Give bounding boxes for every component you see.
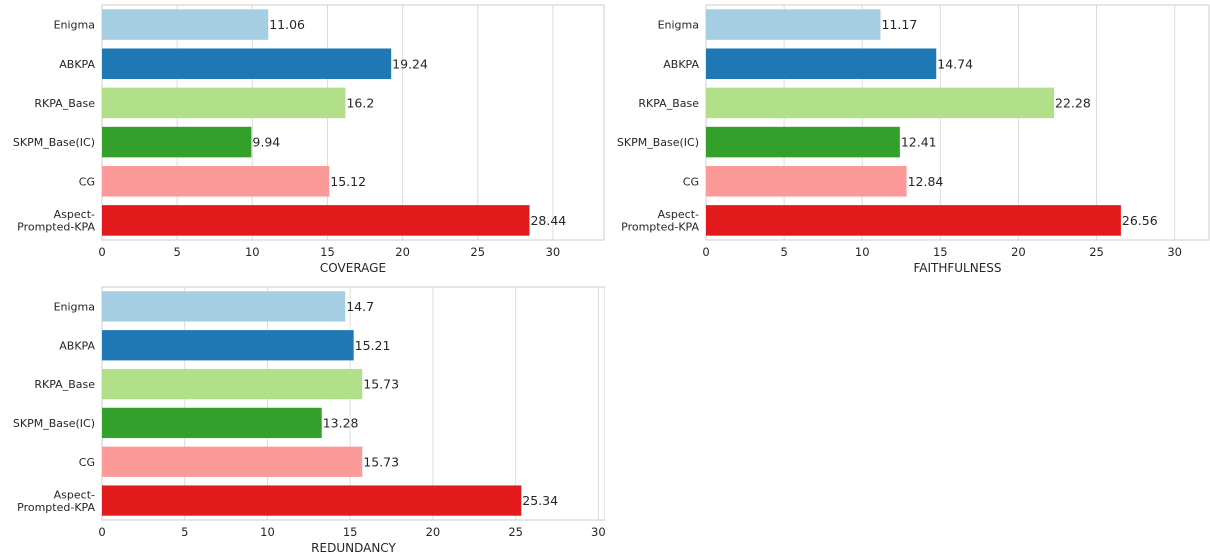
x-tick-label: 10	[855, 245, 870, 259]
category-label: RKPA_Base	[638, 97, 699, 110]
category-label: Aspect-Prompted-KPA	[17, 208, 95, 234]
category-label: ABKPA	[59, 58, 95, 71]
category-label: CG	[79, 456, 95, 469]
bar-value-label: 15.73	[363, 377, 399, 392]
category-label: Enigma	[658, 19, 699, 32]
bar-value-label: 11.17	[881, 17, 917, 32]
plot-frame	[705, 4, 1210, 241]
bar-value-label: 12.84	[908, 174, 944, 189]
category-label: Aspect-Prompted-KPA	[621, 208, 699, 234]
bar-value-label: 13.28	[323, 415, 359, 430]
x-tick-label: 0	[98, 245, 105, 259]
category-label: CG	[79, 175, 95, 188]
x-tick-label: 5	[181, 525, 188, 539]
x-tick-label: 25	[508, 525, 523, 539]
plot-frame	[101, 286, 605, 521]
bar-value-label: 14.74	[937, 56, 973, 71]
faithfulness-chart: 11.17 Enigma 14.74 ABKPA 22.28 RKPA_Base 12.41…	[617, 4, 1210, 275]
bar-value-label: 14.7	[346, 299, 374, 314]
bar-value-label: 22.28	[1055, 95, 1091, 110]
bar	[102, 330, 354, 361]
bar-value-label: 19.24	[392, 56, 428, 71]
bar	[102, 48, 392, 80]
category-label: SKPM_Base(IC)	[13, 136, 95, 149]
x-tick-label: 5	[780, 245, 787, 259]
bar	[706, 87, 1055, 119]
x-tick-label: 15	[320, 245, 335, 259]
bar	[706, 9, 881, 40]
x-tick-label: 25	[470, 245, 485, 259]
bar	[102, 126, 252, 158]
x-axis-label: FAITHFULNESS	[913, 261, 1001, 275]
x-tick-label: 0	[702, 245, 709, 259]
bar	[706, 126, 900, 158]
x-tick-label: 25	[1089, 245, 1104, 259]
bar	[102, 87, 346, 119]
category-label: ABKPA	[59, 339, 95, 352]
x-axis-label: COVERAGE	[320, 261, 386, 275]
bar	[706, 205, 1121, 236]
x-tick-label: 15	[343, 525, 358, 539]
x-axis-label: REDUNDANCY	[311, 541, 396, 555]
bar	[706, 48, 937, 80]
x-tick-label: 20	[426, 525, 441, 539]
bar	[102, 291, 346, 322]
bar-value-label: 12.41	[901, 135, 937, 150]
bar-value-label: 26.56	[1122, 213, 1158, 228]
plot-frame	[101, 4, 605, 241]
x-tick-label: 10	[245, 245, 260, 259]
category-label: CG	[683, 175, 699, 188]
x-tick-label: 30	[546, 245, 561, 259]
bar	[102, 485, 522, 516]
category-label: RKPA_Base	[34, 378, 95, 391]
x-tick-label: 0	[98, 525, 105, 539]
x-tick-label: 5	[173, 245, 180, 259]
bar	[102, 446, 363, 477]
x-tick-label: 30	[591, 525, 605, 539]
x-tick-label: 10	[260, 525, 275, 539]
category-label: RKPA_Base	[34, 97, 95, 110]
coverage-chart: 11.06 Enigma 19.24 ABKPA 16.2 RKPA_Base 9.94 SK…	[13, 4, 605, 275]
x-tick-label: 15	[933, 245, 948, 259]
bar-value-label: 15.12	[330, 174, 366, 189]
bar	[706, 165, 907, 197]
bar	[102, 165, 330, 197]
x-tick-label: 30	[1167, 245, 1182, 259]
bar-value-label: 11.06	[269, 17, 305, 32]
redundancy-chart: 14.7 Enigma 15.21 ABKPA 15.73 RKPA_Base 13.28 S…	[13, 286, 605, 555]
bar-value-label: 28.44	[530, 213, 566, 228]
bar-value-label: 25.34	[522, 493, 558, 508]
category-label: Aspect-Prompted-KPA	[17, 488, 95, 514]
category-label: Enigma	[54, 300, 95, 313]
bar-value-label: 16.2	[346, 95, 374, 110]
bar	[102, 407, 322, 439]
category-label: Enigma	[54, 19, 95, 32]
category-label: SKPM_Base(IC)	[617, 136, 699, 149]
bar-value-label: 15.21	[355, 338, 391, 353]
x-tick-label: 20	[395, 245, 410, 259]
bar	[102, 205, 530, 236]
category-label: ABKPA	[663, 58, 699, 71]
category-label: SKPM_Base(IC)	[13, 417, 95, 430]
x-tick-label: 20	[1011, 245, 1026, 259]
bar	[102, 368, 363, 400]
bar-value-label: 9.94	[252, 135, 280, 150]
bar-value-label: 15.73	[363, 454, 399, 469]
bar	[102, 9, 269, 40]
